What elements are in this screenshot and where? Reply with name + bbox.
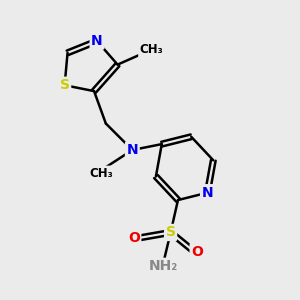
Text: N: N [127, 143, 138, 157]
Text: S: S [166, 225, 176, 239]
Text: NH₂: NH₂ [148, 259, 178, 273]
Text: O: O [191, 244, 203, 259]
Text: S: S [60, 78, 70, 92]
Text: N: N [91, 34, 103, 48]
Text: CH₃: CH₃ [89, 167, 113, 180]
Text: O: O [128, 231, 140, 245]
Text: N: N [202, 186, 213, 200]
Text: CH₃: CH₃ [140, 44, 163, 56]
